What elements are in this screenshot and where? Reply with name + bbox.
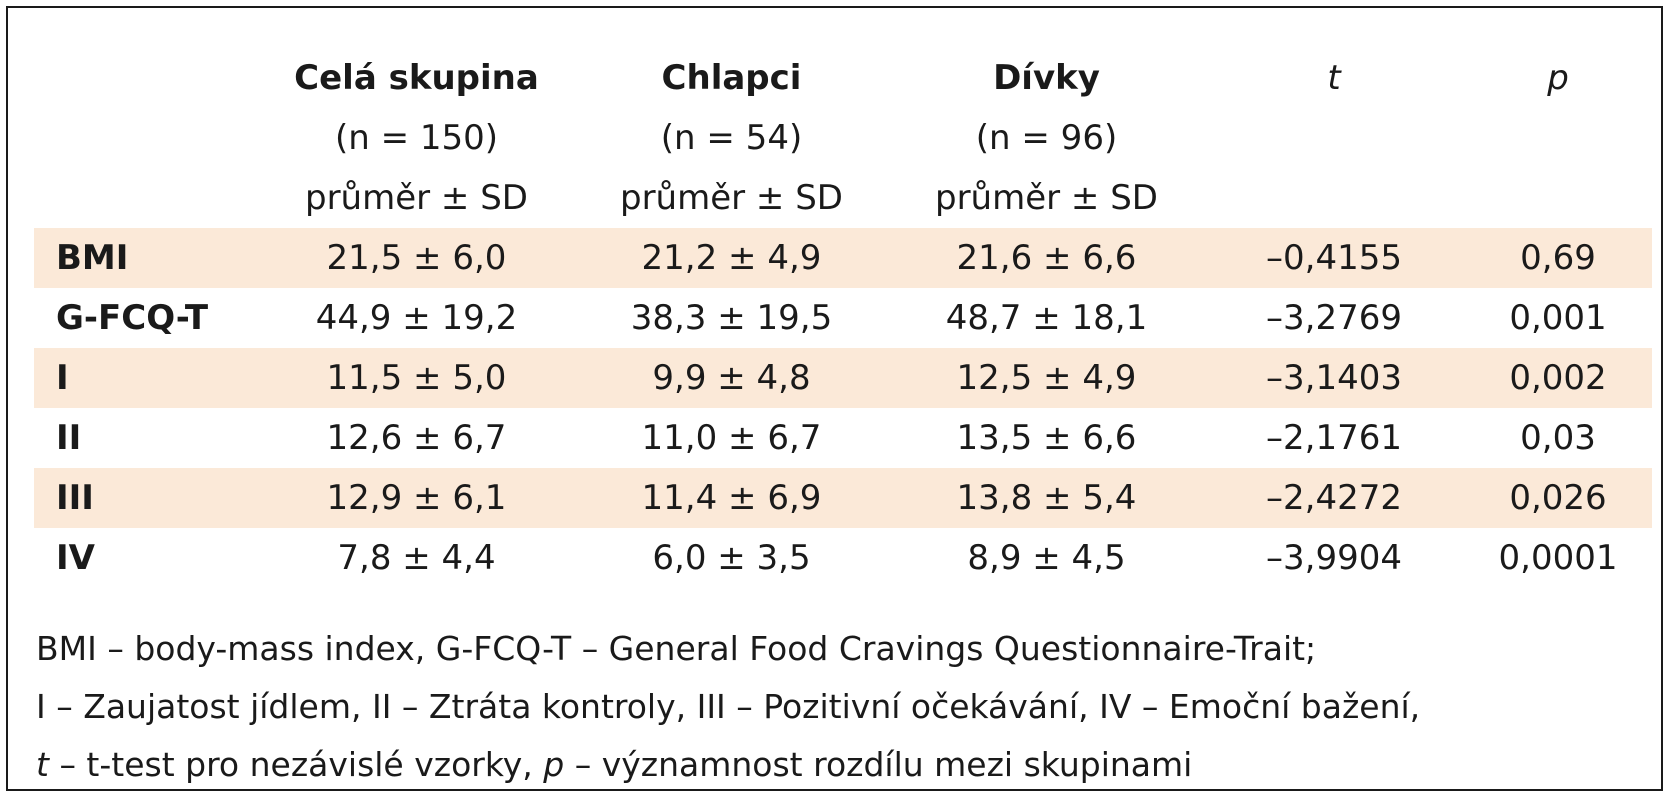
table-cell: 11,5 ± 5,0 bbox=[259, 348, 574, 408]
table-row: IV 7,8 ± 4,4 6,0 ± 3,5 8,9 ± 4,5 –3,9904… bbox=[34, 528, 1652, 588]
table-footnote: BMI – body-mass index, G-FCQ-T – General… bbox=[36, 620, 1656, 794]
header-name: p bbox=[1547, 58, 1569, 98]
table-cell: 0,0001 bbox=[1498, 538, 1618, 578]
header-t: t bbox=[1204, 48, 1464, 228]
table-cell: 44,9 ± 19,2 bbox=[315, 298, 518, 338]
table-cell: –2,4272 bbox=[1204, 468, 1464, 528]
table-cell: 21,6 ± 6,6 bbox=[889, 228, 1204, 288]
table-cell: 12,6 ± 6,7 bbox=[326, 418, 507, 458]
table-cell: 9,9 ± 4,8 bbox=[574, 348, 889, 408]
header-n: (n = 54) bbox=[660, 118, 803, 158]
header-name: Dívky bbox=[993, 58, 1100, 98]
header-name: Celá skupina bbox=[294, 58, 539, 98]
footnote-t-symbol: t bbox=[36, 745, 49, 784]
table-row: I 11,5 ± 5,0 9,9 ± 4,8 12,5 ± 4,9 –3,140… bbox=[34, 348, 1652, 408]
footnote-p-symbol: p bbox=[543, 745, 565, 784]
row-label: G-FCQ-T bbox=[56, 298, 209, 338]
footnote-line-2: I – Zaujatost jídlem, II – Ztráta kontro… bbox=[36, 687, 1421, 726]
table-cell: 0,026 bbox=[1464, 468, 1652, 528]
table-row: BMI 21,5 ± 6,0 21,2 ± 4,9 21,6 ± 6,6 –0,… bbox=[34, 228, 1652, 288]
table-cell: 11,4 ± 6,9 bbox=[574, 468, 889, 528]
table-row: III 12,9 ± 6,1 11,4 ± 6,9 13,8 ± 5,4 –2,… bbox=[34, 468, 1652, 528]
table-cell: –2,1761 bbox=[1266, 418, 1402, 458]
row-label: IV bbox=[56, 538, 95, 578]
table-cell: 0,03 bbox=[1520, 418, 1596, 458]
header-n: (n = 150) bbox=[334, 118, 499, 158]
header-stat: průměr ± SD bbox=[935, 178, 1158, 218]
data-table: Celá skupina (n = 150) průměr ± SD Chlap… bbox=[34, 48, 1652, 588]
table-cell: 38,3 ± 19,5 bbox=[630, 298, 833, 338]
table-cell: –3,9904 bbox=[1266, 538, 1402, 578]
header-empty bbox=[34, 48, 259, 228]
header-n: (n = 96) bbox=[975, 118, 1118, 158]
table-cell: 12,5 ± 4,9 bbox=[889, 348, 1204, 408]
header-girls: Dívky (n = 96) průměr ± SD bbox=[889, 48, 1204, 228]
table-header: Celá skupina (n = 150) průměr ± SD Chlap… bbox=[34, 48, 1652, 228]
table-cell: 0,001 bbox=[1509, 298, 1607, 338]
footnote-line-1: BMI – body-mass index, G-FCQ-T – General… bbox=[36, 629, 1317, 668]
footnote-line-3: t – t-test pro nezávislé vzorky, p – výz… bbox=[36, 736, 1656, 794]
table-cell: 0,002 bbox=[1464, 348, 1652, 408]
table-frame: Celá skupina (n = 150) průměr ± SD Chlap… bbox=[6, 6, 1663, 791]
header-boys: Chlapci (n = 54) průměr ± SD bbox=[574, 48, 889, 228]
table-row: G-FCQ-T 44,9 ± 19,2 38,3 ± 19,5 48,7 ± 1… bbox=[34, 288, 1652, 348]
footnote-p-text: – významnost rozdílu mezi skupinami bbox=[564, 745, 1193, 784]
table-cell: 21,2 ± 4,9 bbox=[574, 228, 889, 288]
header-name: t bbox=[1327, 58, 1341, 98]
header-stat: průměr ± SD bbox=[305, 178, 528, 218]
row-label: II bbox=[56, 418, 82, 458]
header-whole-group: Celá skupina (n = 150) průměr ± SD bbox=[259, 48, 574, 228]
footnote-t-text: – t-test pro nezávislé vzorky, bbox=[48, 745, 544, 784]
row-label: I bbox=[34, 348, 259, 408]
header-stat: průměr ± SD bbox=[620, 178, 843, 218]
table-cell: 8,9 ± 4,5 bbox=[967, 538, 1126, 578]
table-body: BMI 21,5 ± 6,0 21,2 ± 4,9 21,6 ± 6,6 –0,… bbox=[34, 228, 1652, 588]
row-label: BMI bbox=[34, 228, 259, 288]
table-cell: 13,5 ± 6,6 bbox=[956, 418, 1137, 458]
table-cell: 48,7 ± 18,1 bbox=[945, 298, 1148, 338]
table-cell: 11,0 ± 6,7 bbox=[641, 418, 822, 458]
table-cell: –0,4155 bbox=[1204, 228, 1464, 288]
table-cell: 7,8 ± 4,4 bbox=[337, 538, 496, 578]
table-cell: 13,8 ± 5,4 bbox=[889, 468, 1204, 528]
table-cell: –3,1403 bbox=[1204, 348, 1464, 408]
table-cell: 6,0 ± 3,5 bbox=[652, 538, 811, 578]
header-p: p bbox=[1464, 48, 1652, 228]
header-name: Chlapci bbox=[661, 58, 802, 98]
table-cell: –3,2769 bbox=[1266, 298, 1402, 338]
row-label: III bbox=[34, 468, 259, 528]
table-cell: 0,69 bbox=[1464, 228, 1652, 288]
table-cell: 12,9 ± 6,1 bbox=[259, 468, 574, 528]
table-cell: 21,5 ± 6,0 bbox=[259, 228, 574, 288]
table-row: II 12,6 ± 6,7 11,0 ± 6,7 13,5 ± 6,6 –2,1… bbox=[34, 408, 1652, 468]
